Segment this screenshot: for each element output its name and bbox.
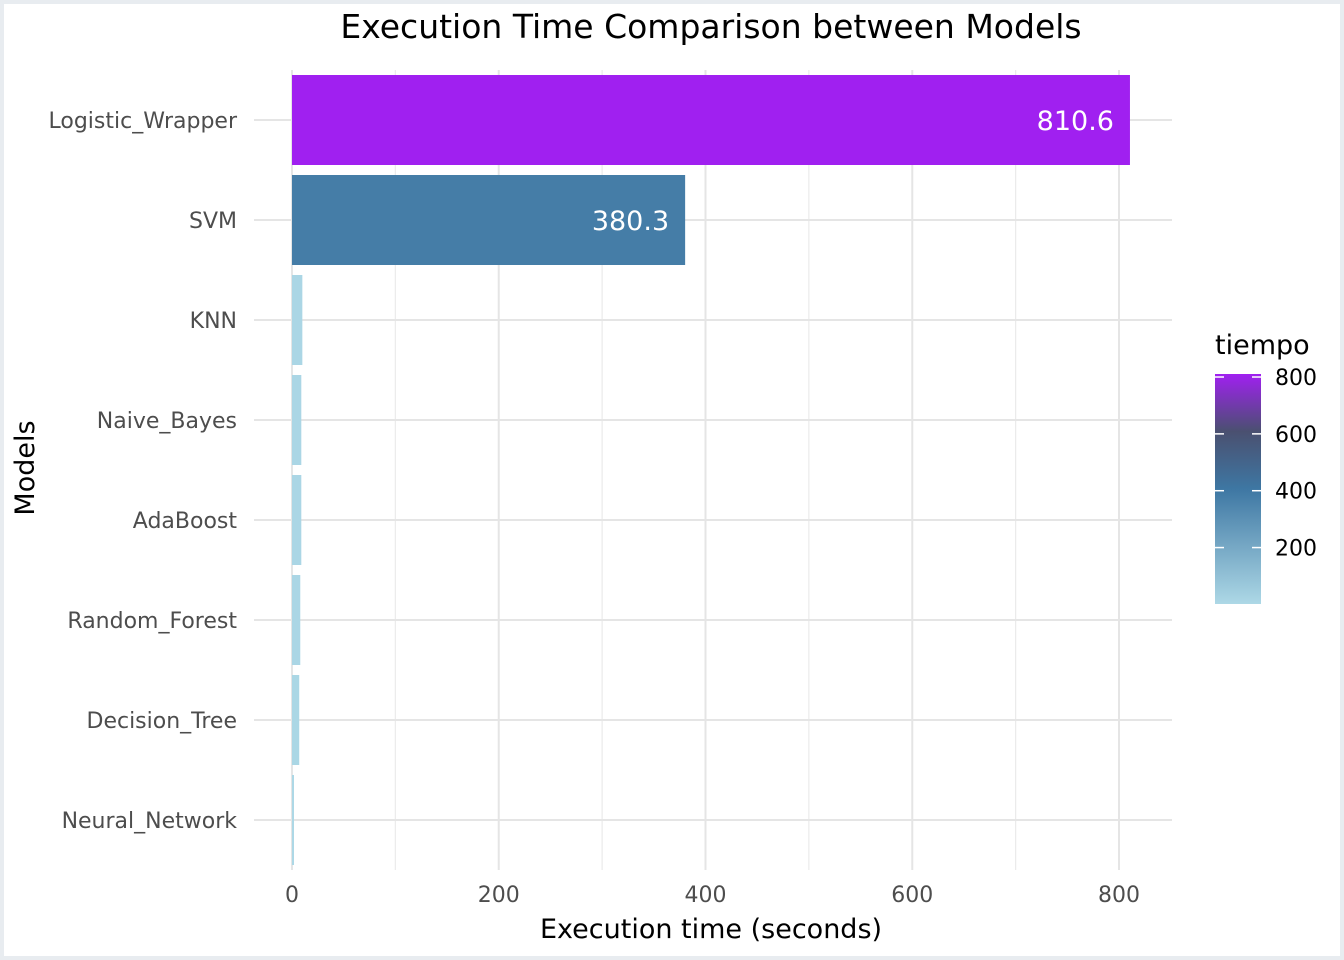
legend-tick-label: 200 <box>1275 537 1317 562</box>
data-labels: 810.6 380.3 <box>592 106 1114 237</box>
legend-ticks: 200 400 600 800 <box>1215 366 1317 562</box>
bar-svm <box>292 175 686 265</box>
bar-chart: 810.6 380.3 Logistic_Wrapper SVM KNN Naive_B… <box>10 7 1317 945</box>
x-tick-label: 0 <box>285 883 299 908</box>
legend-title: tiempo <box>1215 330 1310 361</box>
bar-logistic-wrapper <box>292 75 1130 165</box>
y-tick-label: Random_Forest <box>67 609 237 634</box>
y-tick-label: SVM <box>189 209 237 234</box>
bar-adaboost <box>292 475 302 565</box>
chart-title: Execution Time Comparison between Models <box>340 7 1081 46</box>
legend-tick-label: 400 <box>1275 480 1317 505</box>
bar-knn <box>292 275 303 365</box>
x-tick-label: 600 <box>891 883 933 908</box>
legend-tick-label: 600 <box>1275 423 1317 448</box>
y-axis-ticks: Logistic_Wrapper SVM KNN Naive_Bayes AdaBoos… <box>48 109 237 834</box>
x-axis-ticks: 0 200 400 600 800 <box>285 883 1140 908</box>
y-tick-label: Naive_Bayes <box>97 409 237 434</box>
bar-neural-network <box>292 775 294 865</box>
x-tick-label: 200 <box>478 883 520 908</box>
legend-tick-label: 800 <box>1275 366 1317 391</box>
x-axis-title: Execution time (seconds) <box>540 914 882 945</box>
x-tick-label: 400 <box>685 883 727 908</box>
bar-random-forest <box>292 575 301 665</box>
color-legend: tiempo 200 400 600 800 <box>1215 330 1317 604</box>
bar-value-label: 380.3 <box>592 206 669 237</box>
x-tick-label: 800 <box>1098 883 1140 908</box>
y-tick-label: KNN <box>190 309 237 334</box>
bars <box>292 75 1130 865</box>
y-tick-label: Logistic_Wrapper <box>48 109 237 134</box>
chart-panel: 810.6 380.3 Logistic_Wrapper SVM KNN Naive_B… <box>4 4 1340 956</box>
y-tick-label: Neural_Network <box>62 809 238 834</box>
bar-value-label: 810.6 <box>1037 106 1114 137</box>
y-axis-title: Models <box>10 420 41 515</box>
y-tick-label: AdaBoost <box>133 509 238 534</box>
bar-decision-tree <box>292 675 300 765</box>
bar-naive-bayes <box>292 375 302 465</box>
y-tick-label: Decision_Tree <box>87 709 238 734</box>
legend-colorbar <box>1215 374 1261 604</box>
